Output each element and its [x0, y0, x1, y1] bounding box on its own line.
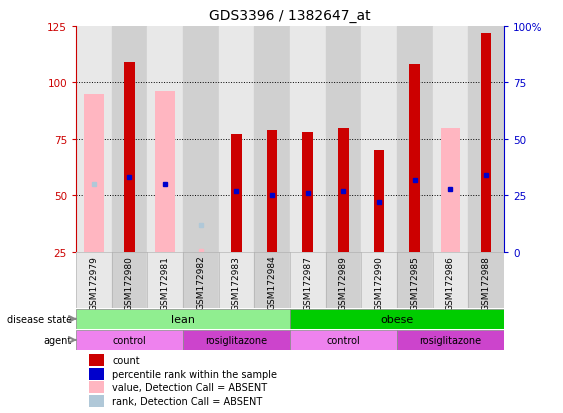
- Text: GSM172989: GSM172989: [339, 255, 348, 310]
- Bar: [124, 63, 135, 252]
- Bar: [290, 252, 325, 309]
- Bar: [409, 65, 420, 252]
- Bar: [183, 27, 218, 252]
- Bar: [183, 330, 290, 350]
- Bar: [183, 252, 218, 309]
- Text: GSM172988: GSM172988: [481, 255, 490, 310]
- Bar: [397, 27, 432, 252]
- Bar: [76, 252, 111, 309]
- Bar: [432, 252, 468, 309]
- Bar: [397, 330, 504, 350]
- Bar: [218, 27, 254, 252]
- Text: rosiglitazone: rosiglitazone: [205, 335, 267, 345]
- Text: GSM172986: GSM172986: [446, 255, 455, 310]
- Bar: [325, 252, 361, 309]
- Text: GSM172982: GSM172982: [196, 255, 205, 310]
- Bar: [441, 128, 460, 252]
- Bar: [76, 330, 183, 350]
- Title: GDS3396 / 1382647_at: GDS3396 / 1382647_at: [209, 9, 371, 23]
- Text: control: control: [113, 335, 146, 345]
- Text: GSM172980: GSM172980: [125, 255, 134, 310]
- Bar: [148, 252, 183, 309]
- Text: obese: obese: [380, 314, 414, 324]
- Text: GSM172981: GSM172981: [160, 255, 169, 310]
- Bar: [302, 133, 313, 252]
- Bar: [374, 151, 385, 252]
- Bar: [267, 131, 278, 252]
- Text: value, Detection Call = ABSENT: value, Detection Call = ABSENT: [113, 382, 267, 392]
- Bar: [468, 252, 504, 309]
- Bar: [89, 354, 104, 366]
- Text: percentile rank within the sample: percentile rank within the sample: [113, 369, 278, 379]
- Bar: [89, 395, 104, 407]
- Bar: [290, 309, 504, 329]
- Bar: [361, 27, 397, 252]
- Text: rosiglitazone: rosiglitazone: [419, 335, 481, 345]
- Bar: [361, 252, 397, 309]
- Text: count: count: [113, 356, 140, 366]
- Bar: [338, 128, 349, 252]
- Bar: [481, 33, 491, 252]
- Bar: [111, 252, 148, 309]
- Bar: [76, 309, 290, 329]
- Text: lean: lean: [171, 314, 195, 324]
- Bar: [155, 92, 175, 252]
- Text: GSM172983: GSM172983: [232, 255, 241, 310]
- Bar: [89, 382, 104, 393]
- Bar: [84, 95, 104, 252]
- Bar: [254, 252, 290, 309]
- Bar: [148, 27, 183, 252]
- Bar: [76, 27, 111, 252]
- Text: rank, Detection Call = ABSENT: rank, Detection Call = ABSENT: [113, 396, 262, 406]
- Bar: [290, 330, 397, 350]
- Bar: [468, 27, 504, 252]
- Bar: [111, 27, 148, 252]
- Text: GSM172985: GSM172985: [410, 255, 419, 310]
- Text: agent: agent: [43, 335, 72, 345]
- Bar: [89, 368, 104, 380]
- Text: GSM172990: GSM172990: [374, 255, 383, 310]
- Text: GSM172987: GSM172987: [303, 255, 312, 310]
- Bar: [218, 252, 254, 309]
- Bar: [231, 135, 242, 252]
- Bar: [254, 27, 290, 252]
- Bar: [290, 27, 325, 252]
- Text: GSM172979: GSM172979: [90, 255, 99, 310]
- Bar: [397, 252, 432, 309]
- Bar: [325, 27, 361, 252]
- Bar: [432, 27, 468, 252]
- Text: control: control: [327, 335, 360, 345]
- Text: disease state: disease state: [7, 314, 72, 324]
- Text: GSM172984: GSM172984: [267, 255, 276, 310]
